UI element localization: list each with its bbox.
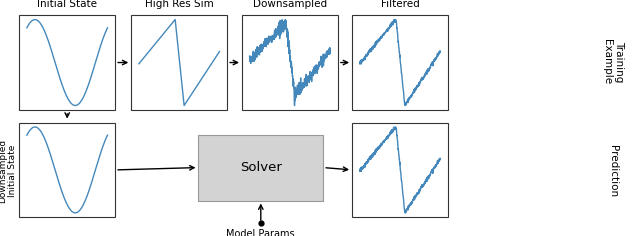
FancyBboxPatch shape [352,123,448,217]
Text: Prediction: Prediction [608,145,618,197]
Text: Downsampled
Initial State: Downsampled Initial State [0,139,17,203]
Text: High Res Sim: High Res Sim [145,0,214,9]
FancyBboxPatch shape [19,15,115,110]
Text: Solver: Solver [240,161,282,174]
Text: Downsampled: Downsampled [253,0,327,9]
FancyBboxPatch shape [242,15,338,110]
FancyBboxPatch shape [131,15,227,110]
Text: Model Params: Model Params [227,229,295,236]
Text: Filtered: Filtered [381,0,419,9]
FancyBboxPatch shape [19,123,115,217]
Text: Initial State: Initial State [37,0,97,9]
Text: Training
Example: Training Example [602,39,624,84]
FancyBboxPatch shape [198,135,323,201]
FancyBboxPatch shape [352,15,448,110]
